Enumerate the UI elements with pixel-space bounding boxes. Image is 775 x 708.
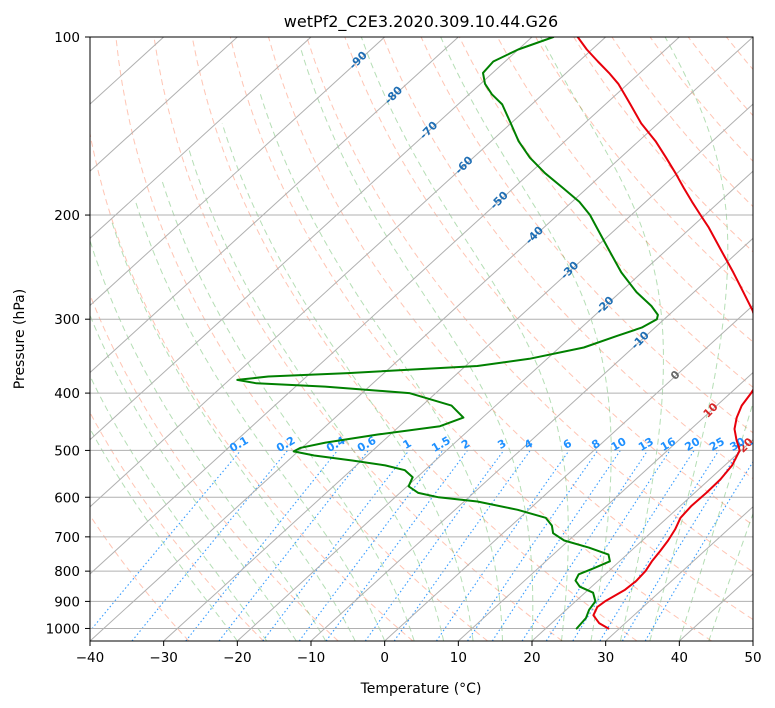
- moist-adiabat-line: [540, 37, 664, 641]
- mixing-ratio-line: [364, 450, 505, 641]
- x-tick-label: −20: [223, 650, 252, 666]
- isotherm-line: [310, 237, 753, 641]
- x-tick-label: 0: [380, 650, 389, 666]
- isotherm-lines: [90, 37, 753, 641]
- mixing-ratio-label: 36: [748, 435, 768, 454]
- moist-adiabat-line: [90, 314, 297, 641]
- mixing-ratio-line: [435, 450, 570, 641]
- isotherm-line: [90, 37, 533, 441]
- mixing-ratio-line: [491, 450, 621, 641]
- y-tick-label: 300: [54, 312, 80, 328]
- y-tick-label: 900: [54, 594, 80, 610]
- mixing-ratio-line: [185, 450, 339, 641]
- y-tick-label: 100: [54, 30, 80, 46]
- mixing-ratio-line: [298, 450, 444, 641]
- isotherm-line: [90, 37, 680, 575]
- mixing-ratio-line: [262, 450, 410, 641]
- y-axis-ticks: 100 200 300 400 500 600 700 800 900 1000: [46, 30, 90, 637]
- y-tick-label: 800: [54, 564, 80, 580]
- y-axis-title: Pressure (hPa): [12, 289, 28, 389]
- x-axis-title: Temperature (°C): [360, 681, 482, 697]
- x-tick-label: 20: [523, 650, 540, 666]
- pressure-gridlines: [90, 37, 753, 629]
- chart-title: wetPf2_C2E3.2020.309.10.44.G26: [284, 12, 558, 32]
- isotherm-label: 30: [771, 470, 775, 490]
- mixing-ratio-line: [621, 450, 740, 641]
- y-tick-label: 700: [54, 530, 80, 546]
- x-tick-label: 40: [671, 650, 688, 666]
- moist-adiabat-line: [649, 37, 729, 641]
- isotherm-line: [163, 103, 753, 641]
- y-tick-label: 500: [54, 443, 80, 459]
- x-tick-label: −10: [297, 650, 326, 666]
- x-tick-label: −30: [149, 650, 178, 666]
- isotherm-line: [236, 170, 753, 641]
- y-tick-label: 200: [54, 208, 80, 224]
- y-tick-label: 1000: [46, 621, 80, 637]
- x-tick-label: −40: [76, 650, 105, 666]
- mixing-ratio-line: [90, 450, 242, 632]
- moist-adiabat-line: [360, 37, 569, 641]
- dry-adiabat-line: [191, 37, 638, 641]
- dry-adiabat-line: [90, 411, 264, 641]
- moist-adiabat-line: [300, 49, 534, 641]
- dry-adiabat-line: [306, 37, 753, 573]
- plot-frame: [89, 36, 754, 642]
- temperature-line: [576, 37, 753, 630]
- mixing-ratio-line: [467, 450, 599, 641]
- x-tick-label: 30: [597, 650, 614, 666]
- dry-adiabat-line: [90, 131, 414, 641]
- moist-adiabat-line: [90, 239, 327, 641]
- isotherm-line: [90, 37, 386, 307]
- dry-adiabat-line: [115, 37, 488, 641]
- mixing-ratio-line: [599, 450, 720, 641]
- dry-adiabat-line: [90, 514, 190, 641]
- sounding-series: [236, 37, 753, 630]
- y-tick-label: 600: [54, 490, 80, 506]
- moist-adiabat-line: [440, 37, 612, 641]
- isotherm-line: [90, 37, 459, 374]
- dewpoint-line: [236, 37, 659, 630]
- mixing-ratio-line: [521, 450, 649, 641]
- dry-adiabat-line: [535, 37, 753, 298]
- moist-adiabat-line: [678, 401, 753, 641]
- x-axis-ticks: −40 −30 −20 −10 0 10 20 30 40 50: [76, 641, 762, 666]
- isotherm-line: [90, 37, 238, 172]
- moist-adiabat-line: [90, 374, 268, 641]
- isotherm-line: [90, 37, 753, 641]
- mixing-ratio-line: [545, 450, 671, 641]
- y-tick-label: 400: [54, 386, 80, 402]
- x-tick-label: 50: [744, 650, 761, 666]
- isotherm-line: [531, 438, 753, 641]
- moist-adiabat-line: [135, 201, 386, 641]
- moist-adiabat-line: [708, 512, 753, 641]
- isotherm-line: [90, 37, 312, 240]
- x-tick-label: 10: [450, 650, 467, 666]
- mixing-ratio-line: [131, 450, 289, 641]
- moist-adiabat-line: [90, 427, 238, 641]
- isotherm-line: [457, 371, 753, 641]
- isotherm-line: [90, 37, 607, 508]
- isotherm-line: [752, 640, 753, 641]
- moist-adiabat-line: [111, 221, 356, 641]
- moist-adiabat-line: [161, 180, 415, 641]
- isotherm-line: [384, 304, 753, 641]
- mixing-ratio-line: [572, 450, 695, 641]
- mixing-ratio-line: [325, 450, 468, 641]
- dry-adiabat-line: [765, 37, 775, 641]
- dry-adiabat-line: [153, 37, 563, 641]
- isotherm-line: [605, 506, 753, 641]
- dry-adiabat-line: [268, 37, 753, 621]
